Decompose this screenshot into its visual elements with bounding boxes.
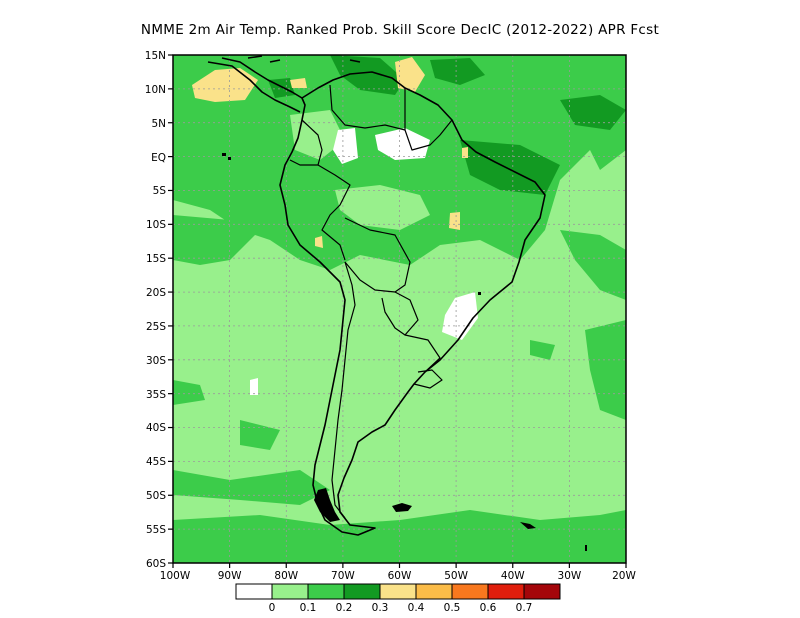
border	[413, 369, 443, 389]
field-region-0-4	[449, 212, 460, 230]
field-region-0-4	[315, 236, 323, 248]
lat-label: 15S	[146, 253, 166, 265]
legend-label: 0.7	[516, 602, 533, 614]
legend-labels: 0 0.1 0.2 0.3 0.4 0.5 0.6 0.7	[269, 602, 533, 614]
lat-label: 20S	[146, 287, 166, 299]
lat-label: 45S	[146, 456, 166, 468]
field-region-0-4	[395, 57, 425, 92]
legend-swatch	[415, 583, 453, 600]
field-region-0-3	[430, 58, 485, 85]
island-dot	[478, 292, 481, 295]
central-america-coast	[207, 61, 301, 113]
lat-label: 30S	[146, 355, 166, 367]
legend-label: 0.5	[444, 602, 461, 614]
south-georgia	[520, 522, 536, 529]
south-america-outline	[279, 71, 546, 536]
longitude-labels: 100W 90W 80W 70W 60W 50W 40W 30W 20W	[160, 570, 637, 582]
lat-label: 5N	[151, 118, 166, 130]
legend-label: 0.4	[408, 602, 425, 614]
latitude-labels: 15N 10N 5N EQ 5S 10S 15S 20S 25S 30S 35S…	[145, 50, 167, 570]
lon-label: 20W	[612, 570, 636, 582]
legend-label: 0.2	[336, 602, 353, 614]
legend-swatch	[451, 583, 489, 600]
field-region-0-4	[290, 78, 307, 88]
axis-ticks	[168, 54, 627, 568]
legend-swatch	[523, 583, 561, 600]
lon-label: 100W	[160, 570, 191, 582]
legend-swatch	[487, 583, 525, 600]
lon-label: 40W	[501, 570, 525, 582]
lat-label: 35S	[146, 389, 166, 401]
border	[404, 88, 453, 151]
falkland-islands	[392, 503, 412, 512]
skill-field	[173, 55, 626, 563]
field-region-0	[375, 128, 430, 160]
field-region-0-2	[173, 215, 260, 265]
field-region-0-3	[560, 95, 626, 130]
legend-label: 0.6	[480, 602, 497, 614]
field-region-0-2	[173, 380, 205, 405]
lat-label: 55S	[146, 524, 166, 536]
lat-label: 10S	[146, 219, 166, 231]
legend-label: 0.1	[300, 602, 317, 614]
lon-label: 80W	[274, 570, 298, 582]
lat-label: 15N	[145, 50, 166, 62]
field-region-0	[333, 128, 358, 164]
lat-label: 25S	[146, 321, 166, 333]
map-title: NMME 2m Air Temp. Ranked Prob. Skill Sco…	[140, 22, 660, 38]
coastlines	[207, 55, 546, 536]
lon-label: 60W	[388, 570, 412, 582]
field-region-0-1	[335, 185, 430, 230]
lat-label: 50S	[146, 490, 166, 502]
legend-swatch	[307, 583, 345, 600]
lat-label: 10N	[145, 84, 166, 96]
field-region-0	[442, 292, 478, 340]
lat-label: 60S	[146, 558, 166, 570]
legend-swatch	[343, 583, 381, 600]
legend-label: 0	[269, 602, 276, 614]
lat-label: 5S	[153, 185, 167, 197]
tierra-del-fuego	[314, 488, 340, 522]
island-dot	[585, 545, 587, 551]
country-borders	[289, 84, 453, 519]
legend-swatch	[379, 583, 417, 600]
islands	[222, 153, 587, 551]
field-region-0-4	[192, 68, 258, 102]
lat-label: 40S	[146, 422, 166, 434]
galapagos	[228, 157, 231, 160]
lon-label: 50W	[444, 570, 468, 582]
legend-swatch	[235, 583, 273, 600]
border	[331, 261, 356, 519]
field-region-0	[250, 378, 258, 395]
legend-label: 0.3	[372, 602, 389, 614]
central-america-coast	[221, 57, 303, 99]
graticule	[173, 55, 626, 563]
field-region-0-3	[330, 55, 405, 95]
color-legend: 0 0.1 0.2 0.3 0.4 0.5 0.6 0.7	[235, 583, 561, 614]
lon-label: 70W	[331, 570, 355, 582]
lon-label: 90W	[218, 570, 242, 582]
border	[329, 84, 406, 131]
border	[317, 164, 351, 261]
border	[289, 119, 323, 166]
field-region-0-2	[585, 320, 626, 420]
lat-label: EQ	[151, 152, 166, 164]
field-region-0-2	[173, 470, 330, 505]
field-region-0-2	[560, 230, 626, 300]
field-region-0-4	[462, 147, 468, 158]
lon-label: 30W	[558, 570, 582, 582]
border	[344, 217, 411, 293]
caribbean-islands	[247, 55, 361, 63]
field-region-0-2	[530, 340, 555, 360]
border	[404, 334, 441, 373]
galapagos	[222, 153, 226, 156]
legend-swatch	[271, 583, 309, 600]
legend-color-bar	[235, 583, 561, 600]
